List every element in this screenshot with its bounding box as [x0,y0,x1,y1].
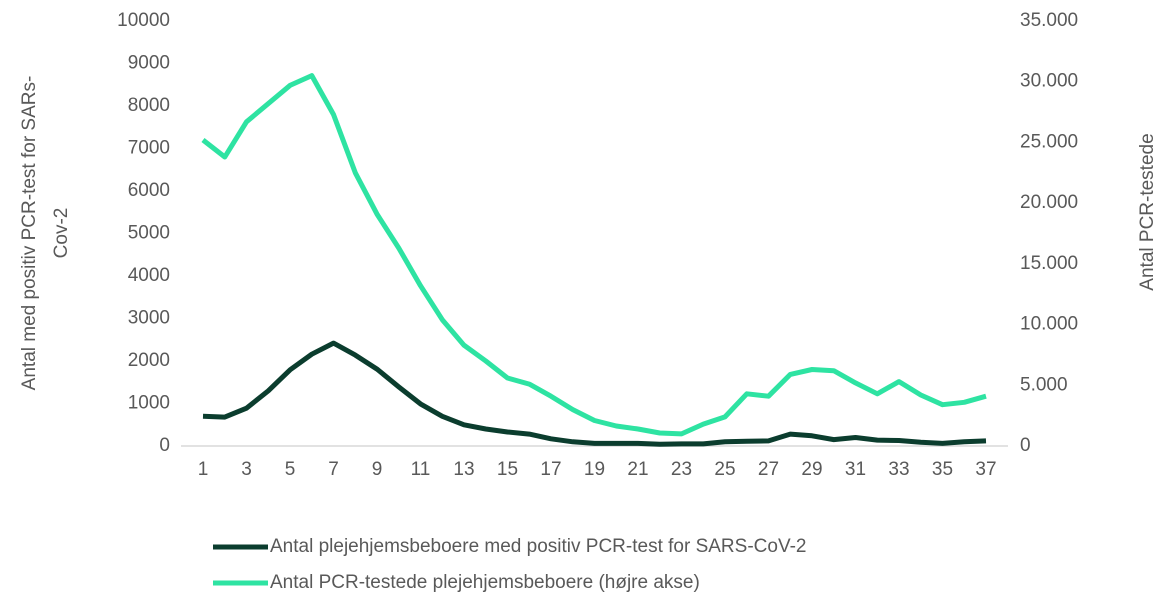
y-tick-label: 9000 [128,53,170,74]
y-tick-label: 2000 [128,350,170,371]
y2-tick-label: 20.000 [1020,192,1078,213]
y2-axis-title: Antal PCR-testede [1137,133,1158,290]
y-tick-label: 0 [159,435,170,456]
data-line [202,340,987,447]
y2-tick-label: 25.000 [1020,131,1078,152]
x-tick-label: 15 [497,459,518,480]
y-axis-title: Antal med positiv PCR-test for SARs- [19,76,40,391]
x-tick-label: 27 [758,459,779,480]
y-tick-label: 6000 [128,180,170,201]
legend-label: Antal PCR-testede plejehjemsbeboere (høj… [270,572,700,593]
x-tick-label: 33 [888,459,909,480]
y-axis-title: Cov-2 [51,208,72,259]
y-tick-label: 4000 [128,265,170,286]
y-tick-label: 1000 [128,393,170,414]
x-tick-label: 37 [975,459,996,480]
data-line [201,73,987,437]
y-tick-label: 7000 [128,138,170,159]
x-tick-label: 35 [932,459,953,480]
x-tick-label: 29 [801,459,822,480]
y2-tick-label: 10.000 [1020,314,1078,335]
x-tick-label: 3 [241,459,252,480]
x-tick-label: 1 [198,459,209,480]
y2-tick-label: 35.000 [1020,10,1078,31]
y2-tick-label: 15.000 [1020,253,1078,274]
y2-tick-label: 30.000 [1020,71,1078,92]
x-tick-label: 21 [627,459,648,480]
x-tick-label: 9 [372,459,383,480]
y2-tick-label: 0 [1020,435,1031,456]
y-tick-label: 8000 [128,95,170,116]
x-tick-label: 13 [453,459,474,480]
x-tick-label: 5 [285,459,296,480]
y2-tick-label: 5.000 [1020,374,1068,395]
x-tick-label: 17 [540,459,561,480]
y-tick-label: 3000 [128,308,170,329]
x-tick-label: 23 [671,459,692,480]
legend-label: Antal plejehjemsbeboere med positiv PCR-… [270,536,806,557]
x-tick-label: 7 [328,459,339,480]
y-tick-label: 5000 [128,223,170,244]
x-tick-label: 19 [584,459,605,480]
x-tick-label: 25 [714,459,735,480]
x-tick-label: 11 [411,459,431,480]
x-tick-label: 31 [845,459,866,480]
y-tick-label: 10000 [117,10,170,31]
